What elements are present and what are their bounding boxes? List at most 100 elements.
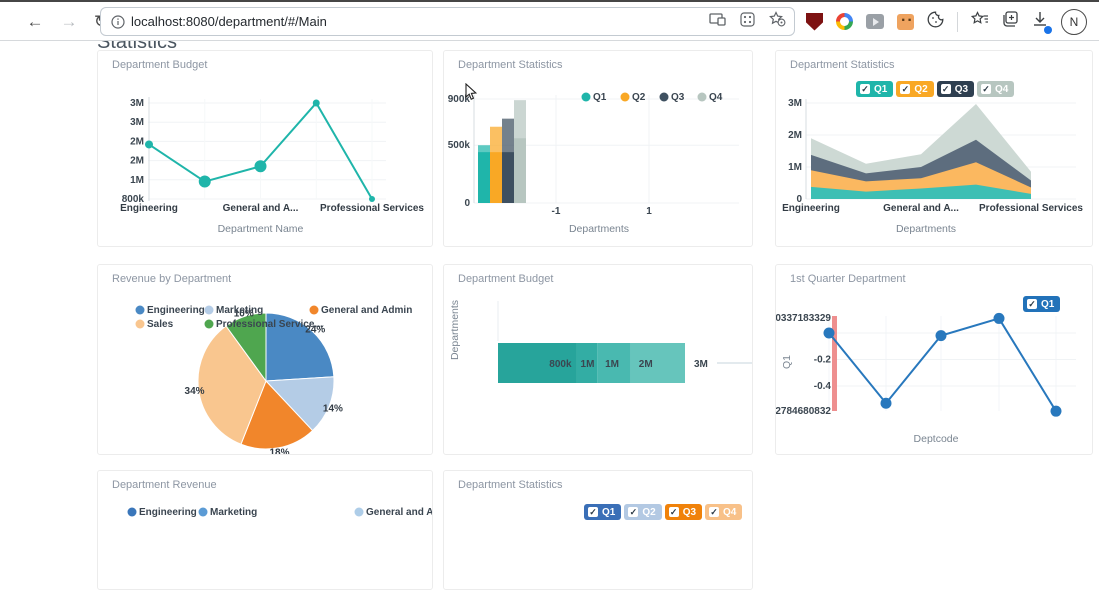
checkbox-icon: ✓ [940, 84, 951, 94]
data-point[interactable] [880, 397, 892, 409]
video-extension-icon[interactable] [866, 14, 884, 29]
legend-dot-q3[interactable] [659, 92, 669, 102]
svg-text:Q4: Q4 [709, 92, 723, 103]
svg-text:34%: 34% [185, 386, 205, 397]
budget-bar-segment[interactable] [498, 343, 577, 383]
svg-text:24%: 24% [305, 325, 325, 336]
apps-grid-icon[interactable] [740, 11, 755, 32]
checkbox-icon: ✓ [588, 507, 598, 517]
toolbar-separator [957, 11, 958, 32]
cookie-extension-icon[interactable] [927, 11, 944, 33]
pie-slice-general-and-admin[interactable] [240, 380, 314, 450]
legend-label: Q4 [995, 83, 1009, 95]
legend-only-dots-chart: Engineering Marketing General and Admin [127, 507, 432, 518]
chart-legend: ✓ Q1 ✓ Q2 ✓ Q3 ✓ Q4 [856, 81, 1015, 97]
budget-bar-segment[interactable] [597, 343, 631, 383]
checkbox-icon: ✓ [668, 507, 679, 517]
svg-text:Professional Services: Professional Services [979, 203, 1083, 214]
panel-department-statistics-bottom: Department Statistics ✓ Q1 ✓ Q2 ✓ Q3 ✓ Q4 [443, 470, 753, 590]
pie-slice-engineering[interactable] [265, 312, 335, 382]
legend-dot-q2[interactable] [620, 92, 630, 102]
forward-button[interactable]: → [60, 12, 78, 31]
budget-bar-segment[interactable] [576, 343, 598, 383]
chart-legend: ✓ Q1 ✓ Q2 ✓ Q3 ✓ Q4 [584, 504, 743, 520]
budget-bar-segment[interactable] [630, 343, 685, 383]
legend-dot-marketing[interactable] [204, 305, 214, 315]
legend-dot-q1[interactable] [581, 92, 591, 102]
svg-text:14%: 14% [323, 404, 343, 415]
collections-icon[interactable] [1002, 11, 1019, 32]
grouped-bar-chart: 900k 500k 0 Q1 Q2 Q3 Q4 -1 1 Departments [448, 92, 739, 235]
legend-button-q3[interactable]: ✓ Q3 [936, 81, 975, 97]
url-text[interactable]: localhost:8080/department/#/Main [131, 14, 327, 29]
legend-dot-engineering[interactable] [135, 305, 145, 315]
data-point[interactable] [823, 327, 835, 339]
legend-label: Q3 [954, 83, 969, 95]
data-point[interactable] [254, 160, 267, 173]
google-extension-icon[interactable] [836, 13, 853, 30]
chart-title: Department Budget [112, 59, 208, 71]
downloads-icon[interactable] [1032, 11, 1052, 34]
svg-text:Marketing: Marketing [210, 507, 257, 518]
data-point[interactable] [312, 99, 320, 107]
add-favorite-icon[interactable] [769, 11, 786, 32]
legend-label: Q3 [682, 506, 697, 518]
legend-dot-general and admin[interactable] [354, 507, 364, 517]
legend-button-q1[interactable]: ✓ Q1 [856, 81, 894, 97]
legend-button-q2[interactable]: ✓ Q2 [896, 81, 934, 97]
checkbox-icon: ✓ [1027, 299, 1037, 309]
legend-dot-professional service...[interactable] [204, 319, 214, 329]
address-bar[interactable]: localhost:8080/department/#/Main [100, 7, 795, 36]
svg-text:1M: 1M [581, 359, 595, 370]
mail-extension-icon[interactable] [897, 12, 914, 30]
legend-button-q2[interactable]: ✓ Q2 [624, 504, 662, 520]
svg-text:12784680832: 12784680832 [776, 406, 831, 417]
send-to-device-icon[interactable] [709, 12, 726, 31]
chart-title: Department Statistics [458, 479, 563, 491]
svg-text:Q3: Q3 [671, 92, 685, 103]
svg-text:0: 0 [796, 194, 802, 205]
profile-avatar[interactable]: N [1061, 8, 1087, 35]
svg-text:Engineering: Engineering [139, 507, 197, 518]
legend-button-q4[interactable]: ✓ Q4 [977, 81, 1015, 97]
legend-button-q3[interactable]: ✓ Q3 [664, 504, 703, 520]
pie-slice-marketing[interactable] [264, 376, 335, 432]
data-point[interactable] [198, 175, 211, 188]
legend-dot-engineering[interactable] [127, 507, 137, 517]
data-point[interactable] [145, 140, 153, 149]
data-point[interactable] [369, 196, 375, 202]
legend-dot-general and admin[interactable] [309, 305, 319, 315]
data-point[interactable] [993, 312, 1005, 324]
svg-text:500k: 500k [448, 140, 471, 151]
pie-slice-professional-service-[interactable] [225, 312, 267, 383]
legend-dot-q4[interactable] [697, 92, 707, 102]
svg-text:1: 1 [646, 206, 652, 217]
svg-text:General and A...: General and A... [223, 203, 299, 214]
svg-text:General and Admin: General and Admin [321, 305, 412, 316]
legend-label: Q1 [1041, 298, 1055, 310]
legend-dot-sales[interactable] [135, 319, 145, 329]
data-point[interactable] [1050, 405, 1062, 417]
panel-revenue-by-department-pie: Revenue by Department 24% 14% 18% 34% 10% Eng… [97, 264, 433, 455]
pie-slice-sales[interactable] [197, 325, 267, 445]
data-point[interactable] [935, 330, 947, 342]
legend-label: Q1 [874, 83, 888, 95]
svg-text:General and Admin: General and Admin [366, 507, 432, 518]
legend-button-q1[interactable]: ✓ Q1 [584, 504, 622, 520]
svg-text:2M: 2M [130, 136, 144, 147]
page-info-icon[interactable] [111, 14, 125, 29]
area-q1[interactable] [811, 184, 1031, 199]
favorites-icon[interactable] [970, 11, 989, 32]
panel-department-statistics-area: Department Statistics 3M 2M 1M 0 Engineering… [775, 50, 1093, 247]
svg-text:2M: 2M [788, 130, 802, 141]
svg-text:Q1: Q1 [593, 92, 607, 103]
svg-text:Deptcode: Deptcode [914, 433, 959, 445]
legend-dot-marketing[interactable] [198, 507, 208, 517]
legend-button-q4[interactable]: ✓ Q4 [705, 504, 743, 520]
svg-text:Departments: Departments [569, 223, 629, 235]
ublock-extension-icon[interactable] [806, 12, 823, 31]
legend-button-q1[interactable]: ✓ Q1 [1023, 296, 1061, 312]
svg-text:50337183329: 50337183329 [776, 313, 831, 324]
back-button[interactable]: ← [26, 12, 44, 31]
svg-text:Engineering: Engineering [120, 203, 178, 214]
